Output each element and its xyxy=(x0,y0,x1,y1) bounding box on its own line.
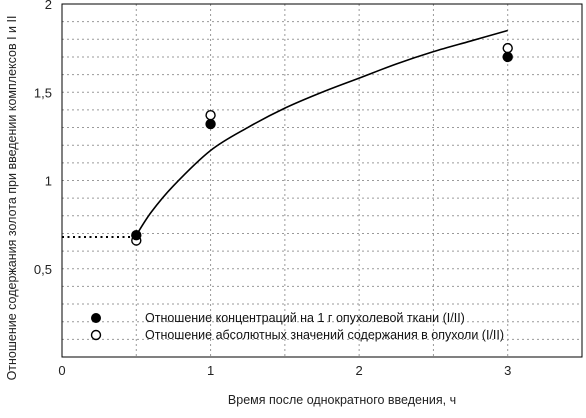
y-axis-title: Отношение содержания золота при введении… xyxy=(5,16,19,381)
x-tick-label: 3 xyxy=(504,363,511,378)
y-tick-label: 2 xyxy=(45,0,52,12)
grid xyxy=(62,4,582,357)
data-point-open xyxy=(205,109,216,121)
data-point-filled xyxy=(205,118,216,130)
data-point-filled xyxy=(502,51,513,63)
axis-ticks: 0 1 2 3 0,5 1 1,5 2 xyxy=(34,0,511,378)
x-tick-label: 0 xyxy=(58,363,65,378)
legend-label: Отношение концентраций на 1 г опухолевой… xyxy=(145,311,465,325)
y-tick-label: 1 xyxy=(45,174,52,189)
x-axis-title: Время после однократного введения, ч xyxy=(228,393,456,407)
legend-label: Отношение абсолютных значений содержания… xyxy=(145,328,504,342)
data-point-filled xyxy=(131,230,142,241)
legend-marker-filled-circle xyxy=(91,313,101,323)
data-point-open xyxy=(502,42,513,54)
trend-curve xyxy=(135,29,508,236)
x-tick-label: 1 xyxy=(207,363,214,378)
plot-frame xyxy=(61,3,583,358)
data-points xyxy=(131,42,513,246)
legend: Отношение концентраций на 1 г опухолевой… xyxy=(90,311,504,342)
x-tick-label: 2 xyxy=(356,363,363,378)
legend-marker-open-circle xyxy=(90,329,102,341)
y-tick-label: 1,5 xyxy=(34,85,52,100)
y-tick-label: 0,5 xyxy=(34,262,52,277)
